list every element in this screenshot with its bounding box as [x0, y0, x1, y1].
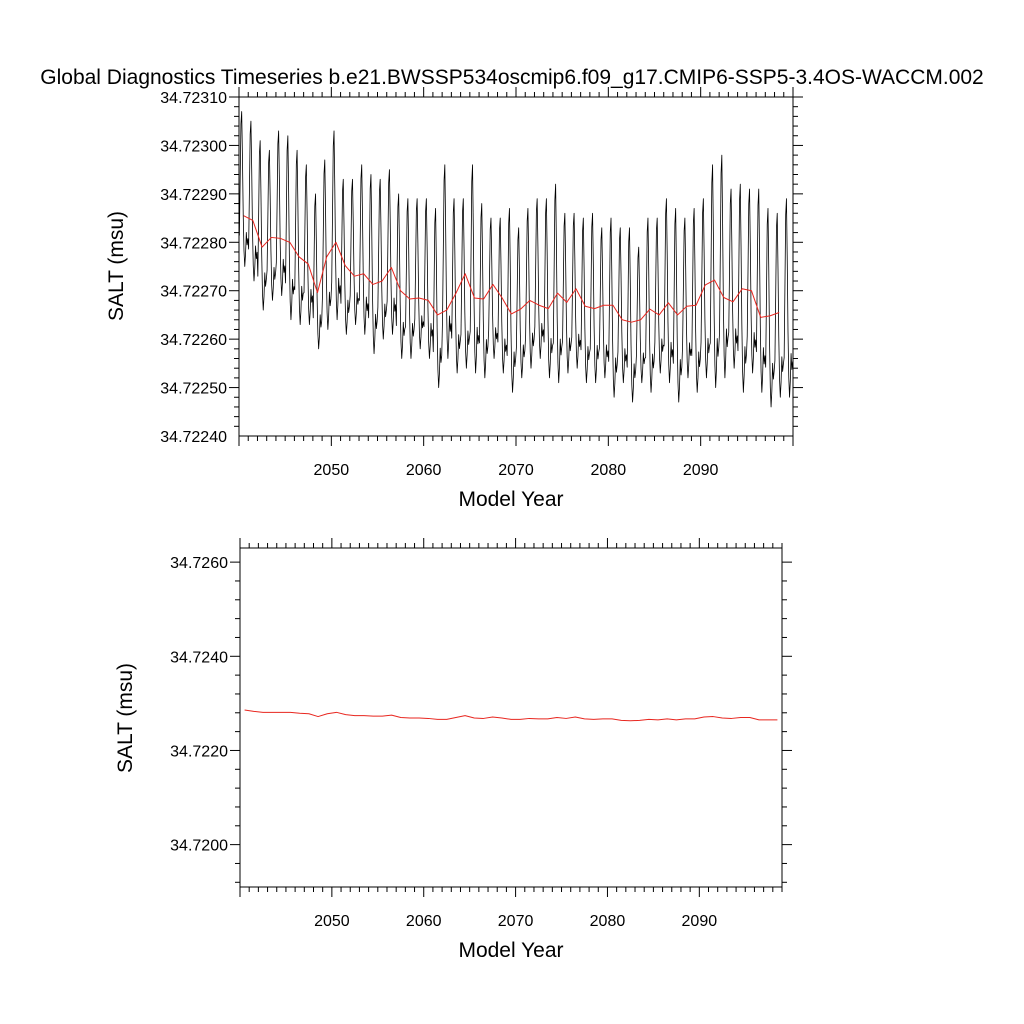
top-plot-area [229, 87, 803, 446]
y-tick-label: 34.72250 [160, 381, 227, 398]
top-y-axis-label: SALT (msu) [105, 211, 128, 321]
y-tick-label: 34.7260 [170, 555, 228, 572]
x-tick-label: 2060 [406, 462, 442, 479]
y-tick-label: 34.72300 [160, 138, 227, 155]
y-tick-label: 34.72270 [160, 284, 227, 301]
bottom-x-tick-labels: 2050 2060 2070 2080 2090 [314, 913, 717, 930]
bottom-x-axis-label: Model Year [458, 939, 563, 962]
y-tick-label: 34.72310 [160, 90, 227, 107]
bottom-series-group [244, 709, 778, 722]
x-tick-label: 2060 [406, 913, 442, 930]
top-plot-frame [238, 96, 794, 437]
y-tick-label: 34.72280 [160, 235, 227, 252]
top-x-tick-labels: 2050 2060 2070 2080 2090 [314, 462, 719, 479]
y-tick-label: 34.7240 [170, 649, 228, 666]
top-series-group [238, 111, 794, 408]
y-tick-label: 34.7200 [170, 838, 228, 855]
y-tick-label: 34.72240 [160, 429, 227, 446]
top-ticks-group [229, 87, 803, 446]
y-tick-label: 34.72260 [160, 332, 227, 349]
x-tick-label: 2070 [498, 462, 534, 479]
y-tick-label: 34.7220 [170, 743, 228, 760]
annual-mean-salt-line [244, 709, 778, 722]
bottom-y-tick-labels: 34.7200 34.7220 34.7240 34.7260 [170, 555, 228, 855]
figure-title: Global Diagnostics Timeseries b.e21.BWSS… [40, 66, 983, 89]
bottom-plot-frame [239, 547, 783, 888]
bottom-plot-area [230, 538, 792, 897]
x-tick-label: 2090 [683, 462, 719, 479]
bottom-panel: 34.7200 34.7220 34.7240 34.7260 2050 2060 207… [114, 538, 792, 962]
top-x-axis-label: Model Year [458, 488, 563, 511]
annual-mean-salt-line [243, 215, 780, 323]
top-panel: 34.72240 34.72250 34.72260 34.72270 34.72280… [105, 87, 803, 511]
x-tick-label: 2050 [314, 913, 350, 930]
x-tick-label: 2090 [682, 913, 718, 930]
top-y-tick-labels: 34.72240 34.72250 34.72260 34.72270 34.72280… [160, 90, 227, 446]
bottom-ticks-group [230, 538, 792, 897]
bottom-y-axis-label: SALT (msu) [114, 663, 137, 773]
x-tick-label: 2080 [591, 462, 627, 479]
monthly-salt-line [238, 111, 794, 408]
x-tick-label: 2050 [314, 462, 350, 479]
y-tick-label: 34.72290 [160, 187, 227, 204]
x-tick-label: 2080 [590, 913, 626, 930]
x-tick-label: 2070 [498, 913, 534, 930]
